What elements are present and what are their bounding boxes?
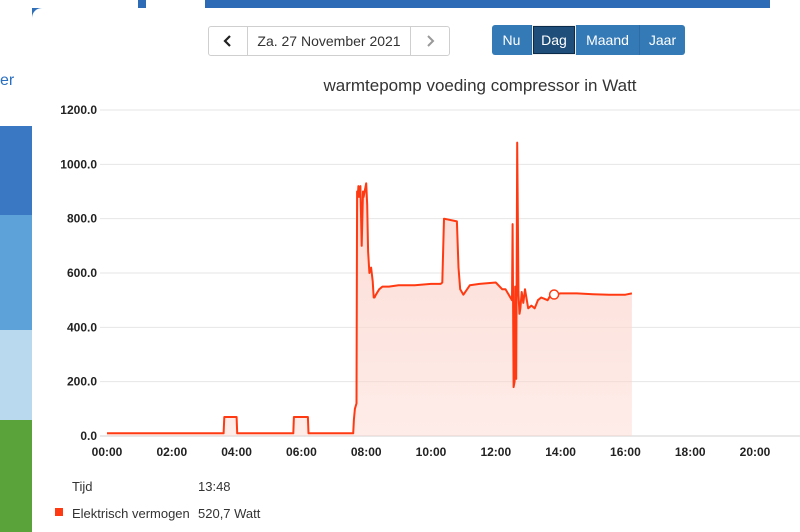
y-tick-label: 1200.0 xyxy=(60,103,97,117)
x-tick-label: 18:00 xyxy=(675,445,706,459)
x-tick-label: 08:00 xyxy=(351,445,382,459)
series-area-fill xyxy=(107,142,632,436)
y-tick-label: 400.0 xyxy=(67,320,97,334)
tooltip-time-value: 13:48 xyxy=(198,479,231,494)
background-left-strip xyxy=(0,0,32,532)
y-tick-label: 200.0 xyxy=(67,375,97,389)
background-tab-edge xyxy=(138,0,146,8)
y-tick-label: 1000.0 xyxy=(60,157,97,171)
x-tick-label: 06:00 xyxy=(286,445,317,459)
tooltip-series-value: 520,7 Watt xyxy=(198,506,261,521)
x-tick-label: 00:00 xyxy=(92,445,123,459)
chart-panel xyxy=(32,8,800,532)
series-color-swatch xyxy=(55,508,63,516)
current-date-display[interactable]: Za. 27 November 2021 xyxy=(247,27,411,55)
range-button-day[interactable]: Dag xyxy=(532,25,576,55)
series-line[interactable] xyxy=(107,141,633,435)
background-link-fragment: er xyxy=(0,72,15,89)
range-selector: Nu Dag Maand Jaar xyxy=(492,25,685,55)
x-tick-label: 12:00 xyxy=(480,445,511,459)
hover-point-marker[interactable] xyxy=(548,289,560,300)
tooltip-time-label: Tijd xyxy=(72,479,93,494)
y-tick-label: 0.0 xyxy=(80,429,97,443)
x-tick-label: 04:00 xyxy=(221,445,252,459)
x-tick-label: 10:00 xyxy=(416,445,447,459)
date-navigation: Za. 27 November 2021 xyxy=(208,26,450,56)
x-tick-label: 20:00 xyxy=(740,445,771,459)
tooltip-series-label: Elektrisch vermogen xyxy=(72,506,190,521)
range-button-year[interactable]: Jaar xyxy=(640,25,685,55)
x-tick-label: 02:00 xyxy=(156,445,187,459)
background-top-banner xyxy=(205,0,770,8)
x-axis-labels: 00:00 02:00 04:00 06:00 08:00 10:00 12:00 14:00… xyxy=(92,445,771,459)
range-button-now[interactable]: Nu xyxy=(492,25,532,55)
next-day-button[interactable] xyxy=(411,27,449,55)
previous-day-button[interactable] xyxy=(209,27,247,55)
x-tick-label: 16:00 xyxy=(610,445,641,459)
chevron-left-icon xyxy=(223,35,231,47)
y-axis-labels: 0.0 200.0 400.0 600.0 800.0 1000.0 1200.0 xyxy=(60,103,97,443)
chevron-right-icon xyxy=(427,35,435,47)
y-tick-label: 600.0 xyxy=(67,266,97,280)
y-tick-label: 800.0 xyxy=(67,212,97,226)
range-button-month[interactable]: Maand xyxy=(576,25,640,55)
x-tick-label: 14:00 xyxy=(545,445,576,459)
chart-title: warmtepomp voeding compressor in Watt xyxy=(322,76,636,95)
